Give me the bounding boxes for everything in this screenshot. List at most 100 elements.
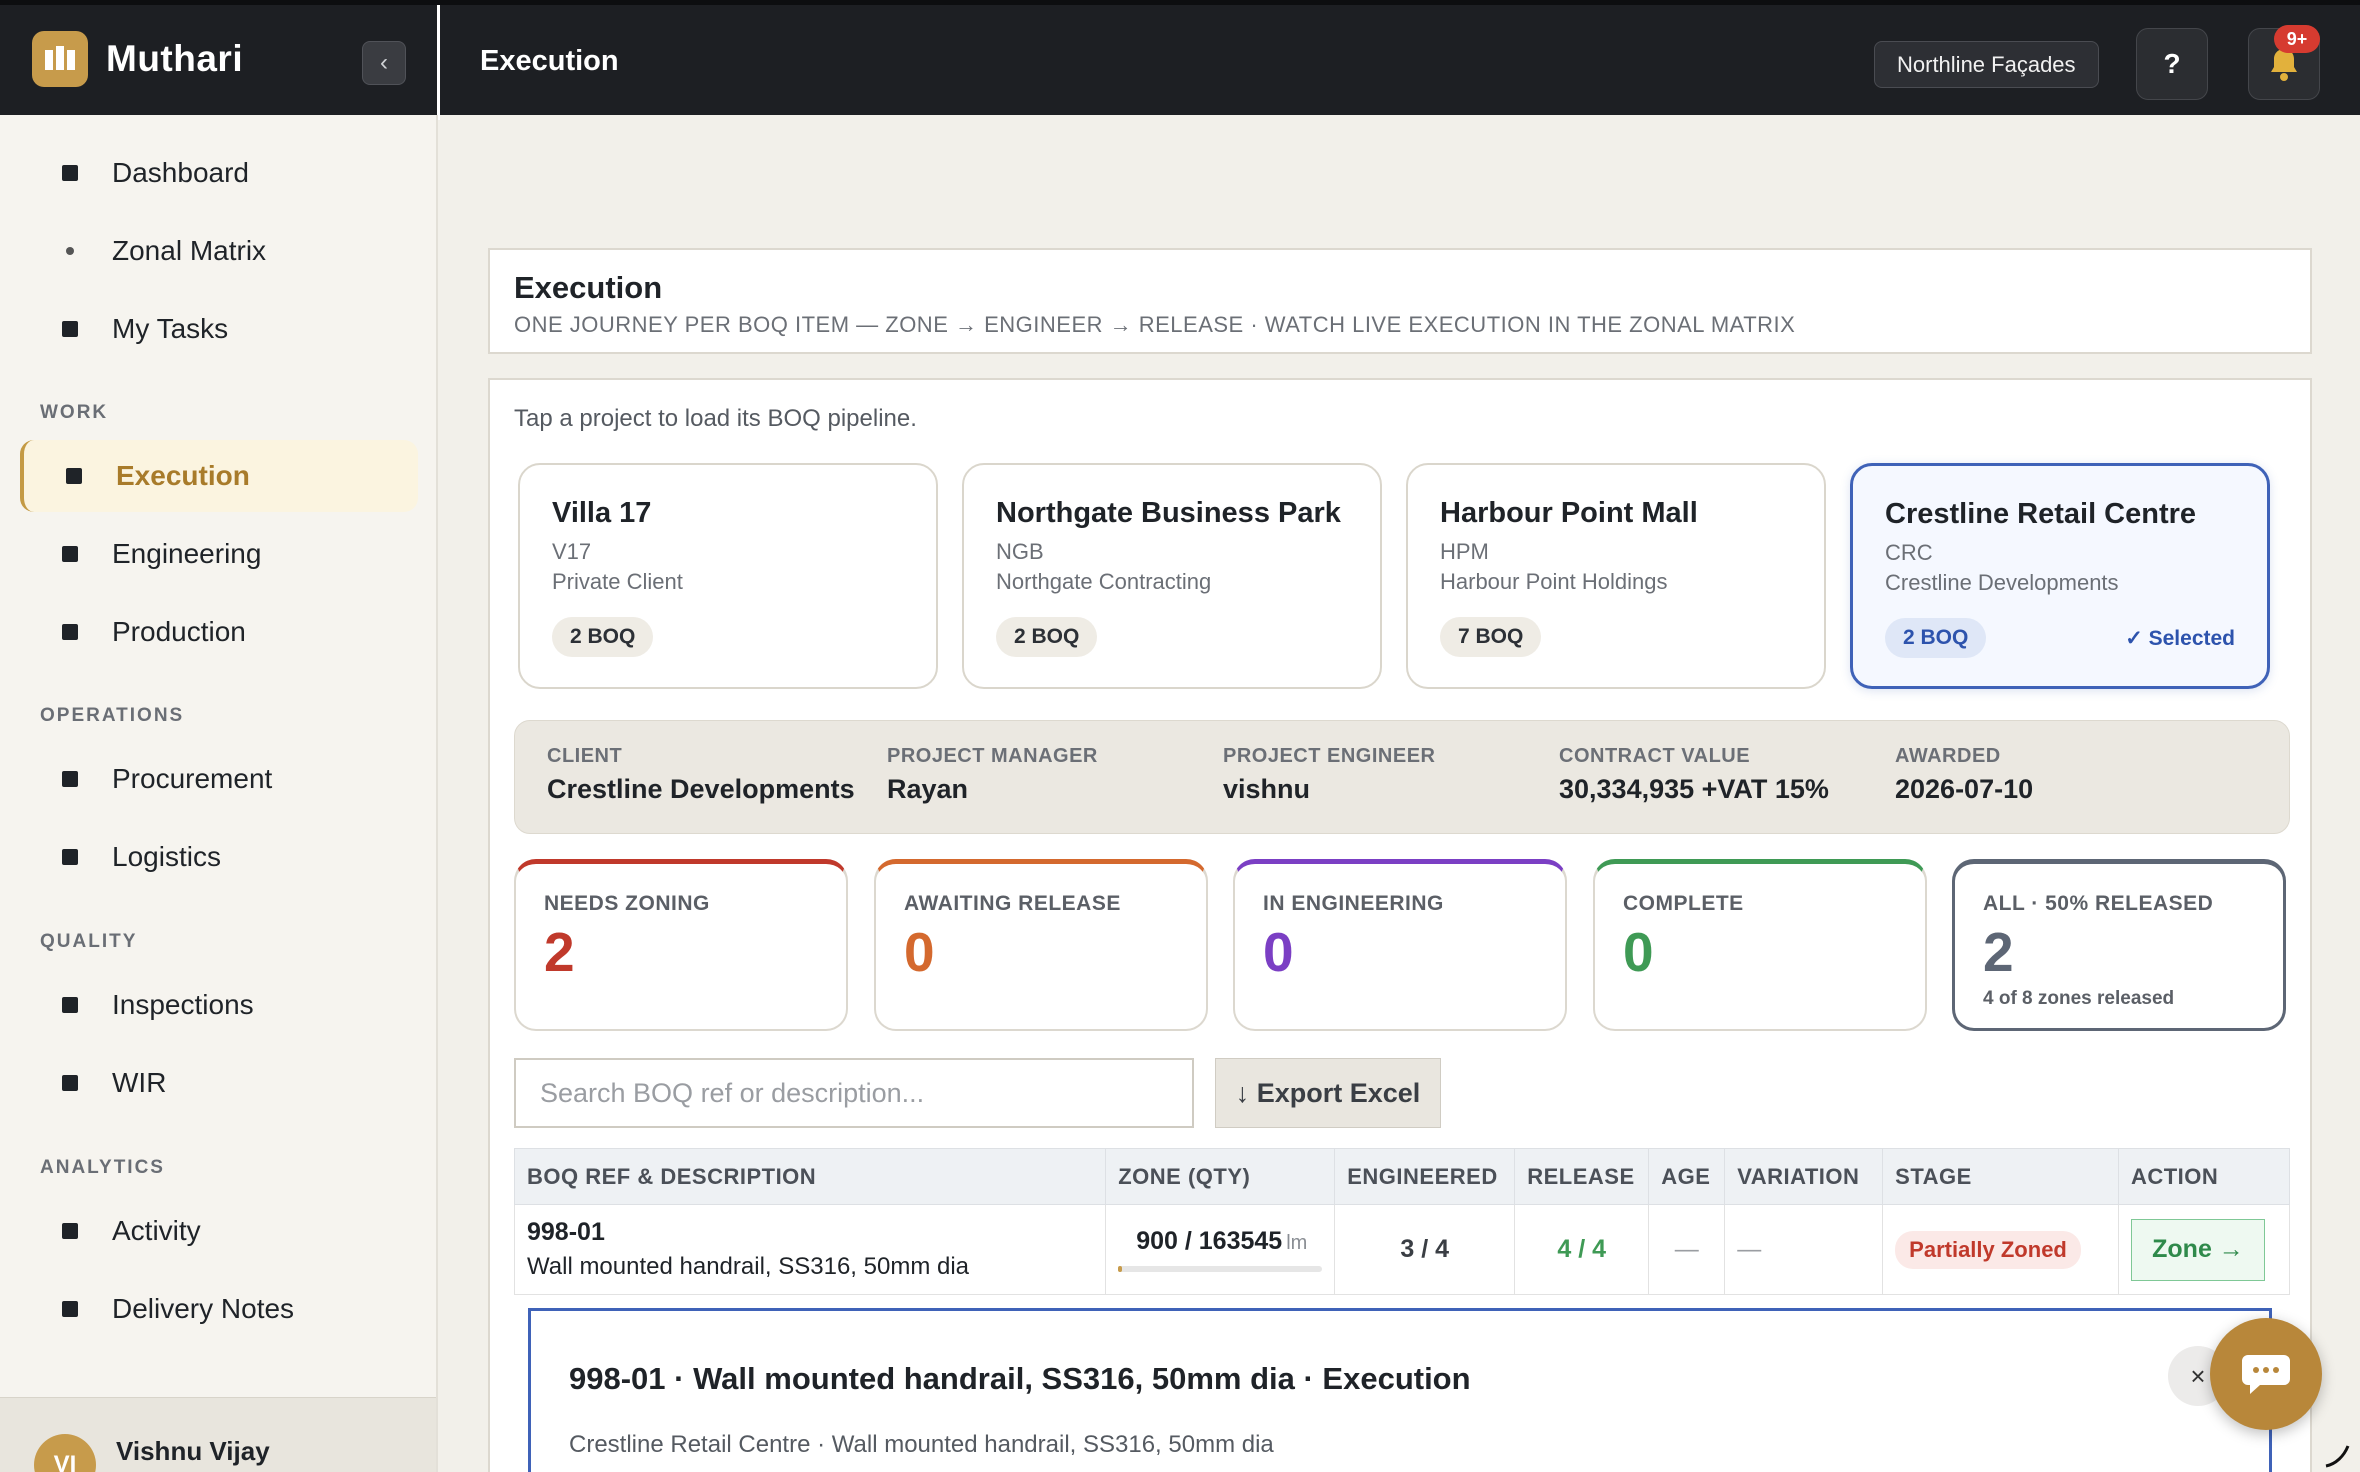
user-footer[interactable]: VI Vishnu Vijay (0, 1397, 436, 1472)
kpi-awaiting-release[interactable]: AWAITING RELEASE 0 (874, 859, 1208, 1031)
project-hint: Tap a project to load its BOQ pipeline. (514, 405, 917, 432)
age-value: — (1674, 1235, 1699, 1263)
info-label: PROJECT MANAGER (887, 745, 1098, 767)
action-cell: Zone → (2117, 1204, 2291, 1295)
info-label: AWARDED (1895, 745, 2001, 767)
section-title-operations: OPERATIONS (40, 705, 185, 726)
bullet-icon (62, 997, 78, 1013)
column-header[interactable]: ZONE (QTY) (1105, 1148, 1336, 1205)
sidebar-item-label: Engineering (112, 538, 262, 569)
bullet-icon (62, 165, 78, 181)
avatar: VI (34, 1434, 96, 1472)
sidebar-item-my-tasks[interactable]: My Tasks (20, 293, 418, 365)
boq-cell: 998-01 Wall mounted handrail, SS316, 50m… (513, 1204, 1107, 1295)
zone-progress-fill (1118, 1266, 1123, 1272)
kpi-value: 2 (1983, 921, 2014, 983)
project-card-villa-17[interactable]: Villa 17 V17 Private Client 2 BOQ (518, 463, 938, 689)
project-name: Northgate Business Park (996, 497, 1341, 529)
column-header[interactable]: ENGINEERED (1334, 1148, 1516, 1205)
sidebar-item-label: Execution (116, 460, 250, 491)
info-label: CONTRACT VALUE (1559, 745, 1751, 767)
sidebar-item-label: WIR (112, 1067, 167, 1098)
sidebar-item-execution[interactable]: Execution (20, 440, 418, 512)
sidebar-item-activity[interactable]: Activity (20, 1195, 418, 1267)
detail-title: 998-01 · Wall mounted handrail, SS316, 5… (569, 1361, 1471, 1396)
column-header[interactable]: BOQ REF & DESCRIPTION (513, 1148, 1107, 1205)
sidebar-item-label: Logistics (112, 841, 221, 872)
search-input[interactable] (514, 1058, 1194, 1128)
sidebar-item-engineering[interactable]: Engineering (20, 518, 418, 590)
page-title: Execution (480, 45, 619, 77)
kpi-subtext: 4 of 8 zones released (1983, 988, 2175, 1009)
project-client: Northgate Contracting (996, 569, 1212, 594)
sidebar-item-label: Activity (112, 1215, 201, 1246)
boq-count-badge: 7 BOQ (1440, 617, 1542, 657)
sidebar-item-procurement[interactable]: Procurement (20, 743, 418, 815)
info-awarded: AWARDED 2026-07-10 (1895, 745, 2033, 805)
zone-qty-cell: 900 / 163545 lm (1105, 1204, 1336, 1295)
sidebar-item-label: Inspections (112, 989, 254, 1020)
age-cell: — (1648, 1204, 1726, 1295)
kpi-complete[interactable]: COMPLETE 0 (1593, 859, 1927, 1031)
info-project-manager: PROJECT MANAGER Rayan (887, 745, 1098, 805)
column-header[interactable]: STAGE (1882, 1148, 2119, 1205)
project-code: V17 (552, 539, 592, 564)
resize-grip-icon[interactable] (2322, 1440, 2352, 1470)
info-client: CLIENT Crestline Developments (547, 745, 855, 805)
sidebar-item-wir[interactable]: WIR (20, 1047, 418, 1119)
project-card-harbour-point[interactable]: Harbour Point Mall HPM Harbour Point Hol… (1406, 463, 1826, 689)
sidebar-item-production[interactable]: Production (20, 596, 418, 668)
zone-button[interactable]: Zone → (2130, 1218, 2265, 1281)
stage-cell: Partially Zoned (1882, 1204, 2119, 1295)
chat-button[interactable] (2210, 1318, 2322, 1430)
sidebar-item-label: Production (112, 616, 246, 647)
engineered-value: 3 / 4 (1400, 1235, 1450, 1263)
column-header[interactable]: ACTION (2117, 1148, 2291, 1205)
info-value: vishnu (1223, 774, 1311, 804)
info-project-engineer: PROJECT ENGINEER vishnu (1223, 745, 1435, 805)
sidebar: Dashboard Zonal Matrix My Tasks WORK Exe… (0, 115, 438, 1472)
info-value: 2026-07-10 (1895, 774, 2034, 804)
bullet-icon (62, 321, 78, 337)
kpi-in-engineering[interactable]: IN ENGINEERING 0 (1233, 859, 1567, 1031)
project-card-northgate[interactable]: Northgate Business Park NGB Northgate Co… (962, 463, 1382, 689)
sidebar-item-zonal-matrix[interactable]: Zonal Matrix (20, 215, 418, 287)
project-client: Private Client (552, 569, 683, 594)
project-name: Crestline Retail Centre (1885, 498, 2197, 530)
project-card-crestline[interactable]: Crestline Retail Centre CRC Crestline De… (1850, 463, 2270, 689)
dot-icon (66, 247, 74, 255)
sidebar-item-inspections[interactable]: Inspections (20, 969, 418, 1041)
user-name: Vishnu Vijay (116, 1436, 270, 1466)
sidebar-item-label: My Tasks (112, 313, 229, 344)
org-switcher[interactable]: Northline Façades (1874, 41, 2099, 88)
bell-icon (2271, 49, 2297, 81)
sidebar-item-dashboard[interactable]: Dashboard (20, 137, 418, 209)
kpi-label: COMPLETE (1623, 892, 1744, 915)
column-header[interactable]: RELEASE (1514, 1148, 1650, 1205)
column-header[interactable]: VARIATION (1724, 1148, 1884, 1205)
kpi-label: AWAITING RELEASE (904, 892, 1121, 915)
bullet-icon (62, 1075, 78, 1091)
info-contract-value: CONTRACT VALUE 30,334,935 +VAT 15% (1559, 745, 1829, 805)
sidebar-item-label: Procurement (112, 763, 273, 794)
kpi-label: ALL · 50% RELEASED (1983, 892, 2214, 915)
column-header[interactable]: AGE (1648, 1148, 1726, 1205)
export-excel-button[interactable]: ↓ Export Excel (1215, 1058, 1441, 1128)
table-row[interactable]: 998-01 Wall mounted handrail, SS316, 50m… (513, 1204, 2291, 1295)
sidebar-item-logistics[interactable]: Logistics (20, 821, 418, 893)
kpi-all-released[interactable]: ALL · 50% RELEASED 2 4 of 8 zones releas… (1952, 859, 2286, 1031)
bullet-icon (62, 771, 78, 787)
brand[interactable]: Muthari (32, 31, 243, 87)
kpi-needs-zoning[interactable]: NEEDS ZONING 2 (514, 859, 848, 1031)
divider (437, 5, 440, 120)
brand-name: Muthari (106, 38, 244, 79)
kpi-value: 2 (544, 921, 575, 983)
info-value: Crestline Developments (547, 774, 855, 804)
collapse-sidebar-button[interactable]: ‹ (362, 41, 406, 85)
project-code: CRC (1885, 540, 1933, 565)
sidebar-item-delivery-notes[interactable]: Delivery Notes (20, 1273, 418, 1345)
boq-table: BOQ REF & DESCRIPTION ZONE (QTY) ENGINEE… (513, 1148, 2291, 1295)
project-info-strip: CLIENT Crestline Developments PROJECT MA… (514, 720, 2290, 834)
help-button[interactable]: ? (2136, 28, 2208, 100)
project-client: Harbour Point Holdings (1440, 569, 1668, 594)
